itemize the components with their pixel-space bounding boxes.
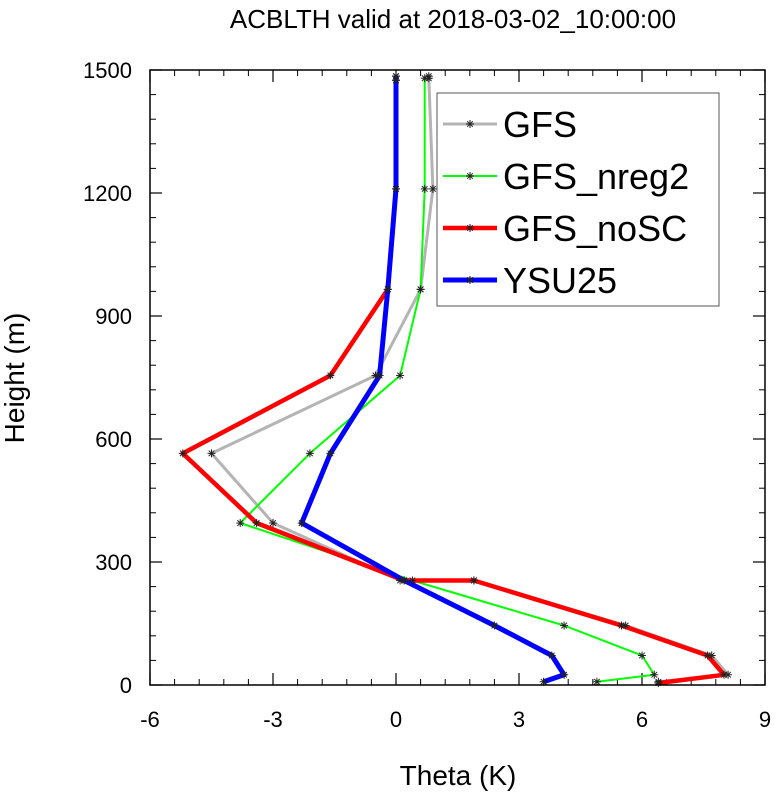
data-point — [560, 621, 569, 630]
y-tick-label: 300 — [95, 550, 132, 575]
y-tick-label: 600 — [95, 427, 132, 452]
data-point — [326, 449, 335, 458]
data-point — [400, 576, 409, 585]
legend-marker — [466, 276, 474, 284]
x-tick-label: 0 — [390, 707, 402, 732]
data-point — [236, 519, 245, 528]
data-point — [207, 449, 216, 458]
series-line-ysu25 — [299, 76, 567, 685]
legend-marker — [466, 172, 474, 180]
data-point — [650, 670, 659, 679]
x-tick-label: 3 — [513, 707, 525, 732]
data-point — [560, 670, 569, 679]
legend-marker — [466, 224, 474, 232]
data-point — [539, 677, 548, 686]
data-point — [420, 184, 429, 193]
data-point — [490, 621, 499, 630]
legend: GFS GFS_nreg2 GFS_noSC YSU25 — [436, 92, 720, 307]
y-axis-label: Height (m) — [0, 313, 30, 444]
legend-label: YSU25 — [503, 260, 617, 301]
y-tick-label: 0 — [120, 673, 132, 698]
data-point — [469, 576, 478, 585]
data-point — [392, 72, 400, 81]
data-point — [269, 519, 277, 528]
x-tick-label: 9 — [759, 707, 771, 732]
x-tick-label: -6 — [140, 707, 160, 732]
data-point — [720, 670, 728, 679]
y-tick-label: 1200 — [83, 181, 132, 206]
data-point — [408, 576, 417, 585]
legend-marker — [466, 120, 474, 128]
data-point — [392, 184, 400, 193]
series-layer — [178, 72, 733, 687]
data-point — [297, 519, 306, 528]
data-point — [383, 285, 392, 294]
data-point — [617, 621, 626, 630]
data-point — [252, 519, 261, 528]
y-tick-label: 900 — [95, 304, 132, 329]
data-point — [326, 371, 335, 380]
y-tick-label: 1500 — [83, 58, 132, 83]
x-tick-label: -3 — [263, 707, 283, 732]
data-point — [305, 449, 314, 458]
chart-title: ACBLTH valid at 2018-03-02_10:00:00 — [230, 4, 676, 34]
data-point — [420, 74, 429, 83]
data-point — [416, 285, 425, 294]
data-point — [375, 371, 384, 380]
legend-label: GFS_nreg2 — [503, 156, 689, 197]
data-point — [428, 184, 437, 193]
x-axis-label: Theta (K) — [400, 760, 517, 791]
data-point — [703, 651, 712, 660]
legend-box — [436, 92, 720, 307]
legend-label: GFS — [503, 104, 577, 145]
plot-frame — [149, 69, 766, 686]
legend-label: GFS_noSC — [503, 208, 687, 249]
data-point — [547, 651, 556, 660]
x-tick-label: 6 — [636, 707, 648, 732]
data-point — [638, 651, 646, 660]
data-point — [396, 371, 405, 380]
data-point — [178, 449, 187, 458]
